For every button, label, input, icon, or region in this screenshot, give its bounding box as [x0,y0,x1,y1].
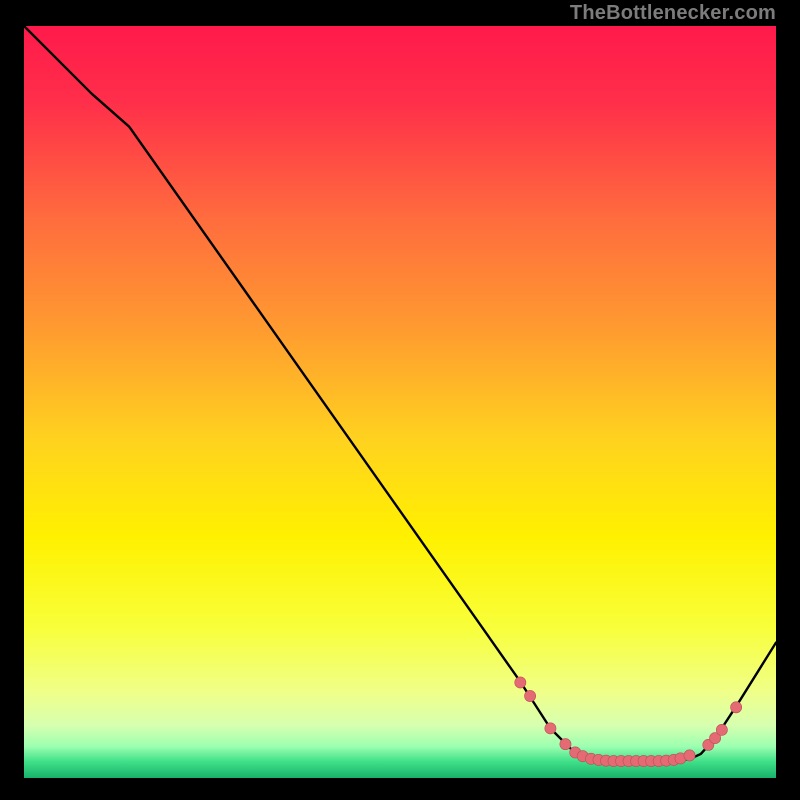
marker-dot [684,750,695,761]
marker-dot [515,677,526,688]
plot-area [24,26,776,778]
marker-dot [560,739,571,750]
chart-stage: TheBottlenecker.com [0,0,800,800]
marker-dot [716,724,727,735]
marker-dot [545,723,556,734]
chart-svg [24,26,776,778]
marker-dot [525,690,536,701]
watermark-text: TheBottlenecker.com [570,2,776,25]
marker-dot [731,702,742,713]
